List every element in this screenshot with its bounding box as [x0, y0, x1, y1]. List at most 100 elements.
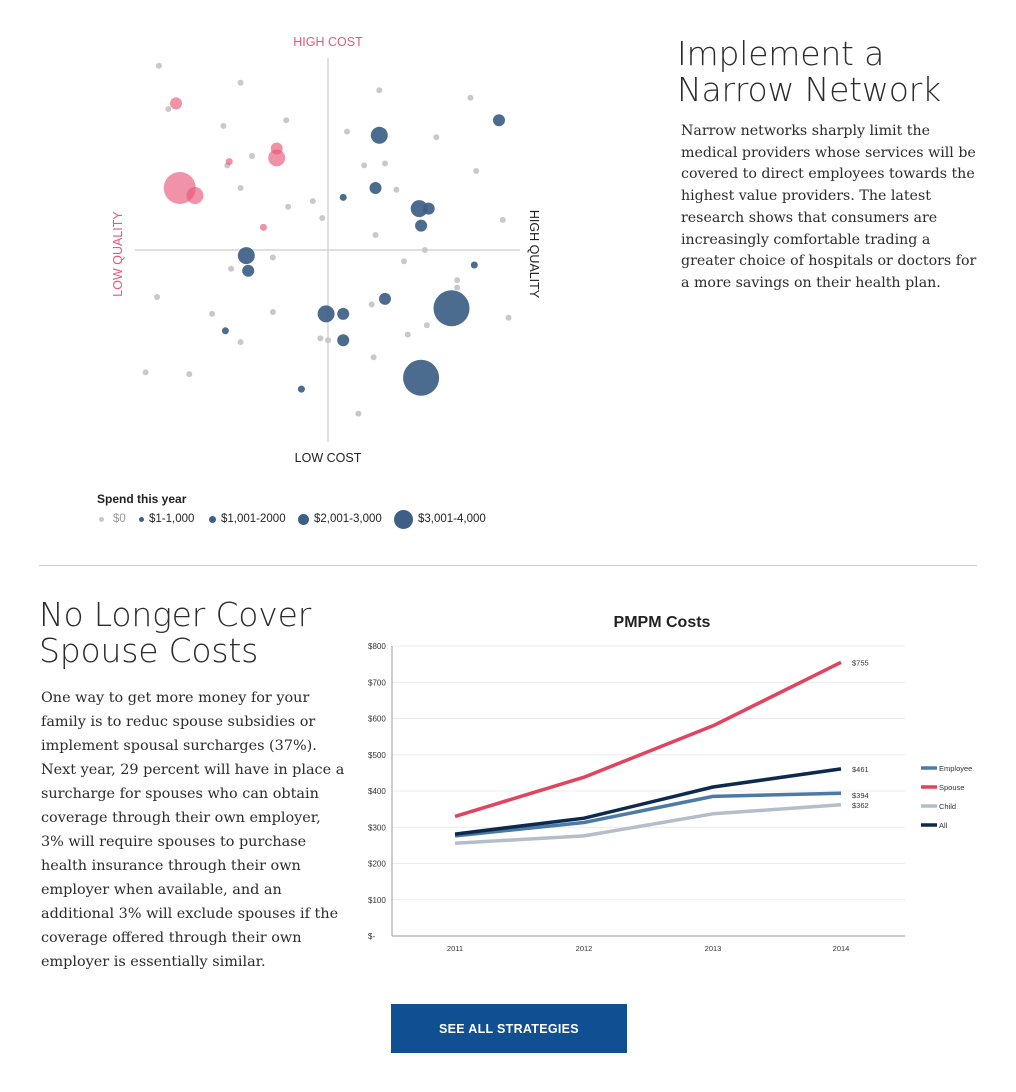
scatter-point — [268, 149, 286, 167]
chart-gridlines — [391, 645, 905, 937]
scatter-point — [186, 371, 193, 378]
y-axis-ticks: $- $100 $200 $300 $400 $500 $600 $700 $800 — [368, 642, 386, 941]
label-low-cost: LOW COST — [295, 451, 362, 465]
legend-item-1-1000: $1-1,000 — [139, 510, 194, 528]
scatter-point — [467, 94, 474, 101]
scatter-point — [401, 258, 407, 265]
scatter-point — [355, 410, 362, 417]
spend-legend: Spend this year $0 $1-1,000 $1,001-2000 … — [97, 490, 517, 530]
scatter-point — [370, 126, 388, 144]
y-tick-label: $500 — [368, 751, 386, 760]
legend-item-1001-2000: $1,001-2000 — [209, 510, 286, 528]
y-tick-label: $800 — [368, 642, 386, 651]
series-line-child — [454, 803, 842, 845]
scatter-point — [319, 215, 326, 221]
legend-item-zero: $0 — [97, 510, 126, 528]
scatter-point — [249, 153, 255, 159]
end-label-spouse: $755 — [852, 658, 869, 667]
legend-label: $1,001-2000 — [221, 513, 286, 525]
scatter-point — [325, 337, 331, 344]
x-tick-label: 2013 — [705, 944, 722, 953]
scatter-point — [154, 294, 160, 300]
x-tick-label: 2011 — [447, 944, 463, 953]
section1-title-line2: Narrow Network — [677, 70, 941, 109]
legend-label: $1-1,000 — [149, 513, 195, 525]
scatter-point — [209, 310, 216, 317]
legend-dot — [99, 516, 104, 522]
legend-label: $0 — [113, 513, 126, 525]
legend-label: Child — [939, 802, 956, 811]
series-line-employee — [454, 791, 842, 838]
legend-dot — [394, 509, 413, 529]
label-high-cost: HIGH COST — [293, 35, 363, 49]
scatter-point — [370, 354, 377, 361]
legend-dot — [209, 515, 216, 523]
legend-item-employee: Employee — [921, 764, 972, 773]
x-axis-ticks: 2011 2012 2013 2014 — [447, 944, 849, 953]
pmpm-costs-line-chart: PMPM Costs $- $100 $200 $300 $400 $500 $600 $70… — [368, 614, 972, 953]
scatter-point — [372, 232, 379, 238]
legend-label: Employee — [939, 764, 972, 773]
legend-label: $2,001-3,000 — [314, 513, 382, 525]
legend-item-child: Child — [921, 802, 956, 811]
section1-title: Implement a Narrow Network — [677, 36, 997, 108]
scatter-point — [225, 158, 233, 166]
section-divider — [39, 565, 977, 566]
scatter-point — [309, 198, 316, 205]
legend-label: Spouse — [939, 783, 964, 792]
see-all-strategies-button[interactable]: SEE ALL STRATEGIES — [391, 1004, 627, 1053]
legend-title: Spend this year — [97, 492, 187, 506]
scatter-point — [403, 359, 440, 396]
scatter-points — [142, 62, 512, 417]
scatter-point — [228, 265, 235, 272]
scatter-point — [499, 216, 506, 223]
x-tick-label: 2014 — [833, 944, 850, 953]
scatter-point — [369, 182, 382, 194]
scatter-point — [237, 339, 244, 346]
section2-title-line1: No Longer Cover — [39, 595, 312, 634]
section2-title: No Longer Cover Spouse Costs — [39, 597, 339, 669]
scatter-point — [393, 186, 400, 193]
legend-label: $3,001-4,000 — [418, 513, 486, 525]
scatter-point — [421, 247, 428, 253]
scatter-point — [454, 284, 461, 291]
scatter-point — [297, 385, 305, 393]
scatter-point — [220, 122, 227, 129]
scatter-point — [470, 261, 478, 269]
scatter-point — [237, 79, 244, 86]
scatter-point — [142, 369, 149, 376]
legend-label: All — [939, 821, 948, 830]
scatter-point — [337, 334, 350, 347]
legend-item-3001-4000: $3,001-4,000 — [394, 509, 486, 529]
scatter-point — [423, 322, 430, 329]
scatter-point — [415, 219, 428, 232]
legend-item-2001-3000: $2,001-3,000 — [298, 510, 382, 528]
scatter-point — [473, 168, 480, 174]
scatter-point — [376, 87, 383, 94]
y-tick-label: $600 — [368, 715, 386, 724]
scatter-point — [283, 117, 290, 124]
scatter-point — [242, 264, 255, 277]
end-label-employee: $394 — [852, 791, 869, 800]
scatter-point — [317, 305, 335, 323]
legend-dot — [139, 516, 144, 522]
scatter-point — [170, 97, 182, 110]
scatter-point — [404, 331, 411, 338]
chart-end-labels: $394 $755 $362 $461 — [852, 658, 869, 809]
y-tick-label: $300 — [368, 823, 386, 832]
scatter-point — [337, 307, 350, 320]
scatter-point — [155, 62, 162, 69]
quality-cost-scatter-chart: HIGH COST LOW COST LOW QUALITY HIGH QUALITY — [111, 35, 541, 465]
y-tick-label: $700 — [368, 678, 386, 687]
section2-body: One way to get more money for your famil… — [41, 690, 345, 970]
end-label-all: $461 — [852, 765, 869, 774]
scatter-point — [361, 162, 368, 169]
scatter-point — [221, 327, 229, 335]
scatter-point — [186, 187, 204, 204]
section1-body: Narrow networks sharply limit the medica… — [681, 123, 977, 291]
series-line-spouse — [454, 660, 842, 819]
scatter-point — [165, 106, 172, 112]
scatter-point — [433, 290, 470, 327]
label-low-quality: LOW QUALITY — [111, 211, 125, 297]
scatter-point — [368, 301, 375, 308]
